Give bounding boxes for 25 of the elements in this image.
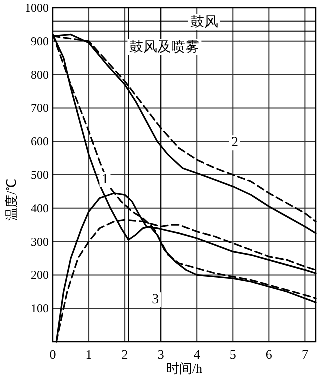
x-tick-label: 6	[266, 347, 273, 362]
x-tick-label: 0	[50, 347, 56, 362]
y-tick-label: 400	[31, 201, 49, 216]
y-tick-label: 200	[31, 268, 49, 282]
y-axis-title: 温度/℃	[4, 179, 19, 221]
y-tick-label: 900	[31, 34, 49, 48]
y-tick-label: 800	[31, 68, 49, 82]
x-tick-label: 2	[122, 347, 128, 362]
annotation: 1	[102, 172, 109, 188]
y-tick-label: 300	[31, 234, 49, 249]
x-tick-label: 3	[158, 347, 164, 362]
annotation: 鼓风及喷雾	[130, 39, 200, 56]
x-tick-label: 4	[194, 347, 201, 362]
y-tick-label: 500	[31, 168, 49, 182]
y-tick-label: 700	[31, 101, 49, 116]
x-tick-label: 1	[86, 347, 92, 362]
y-tick-label: 100	[31, 302, 49, 316]
annotation: 鼓风	[190, 14, 218, 30]
annotation: 2	[231, 136, 238, 151]
x-tick-label: 5	[230, 347, 236, 362]
x-tick-label: 7	[302, 347, 309, 362]
annotation: 3	[152, 292, 160, 308]
y-tick-label: 600	[31, 134, 49, 149]
x-axis-title: 时间/h	[166, 361, 204, 376]
y-tick-label: 1000	[25, 1, 49, 15]
